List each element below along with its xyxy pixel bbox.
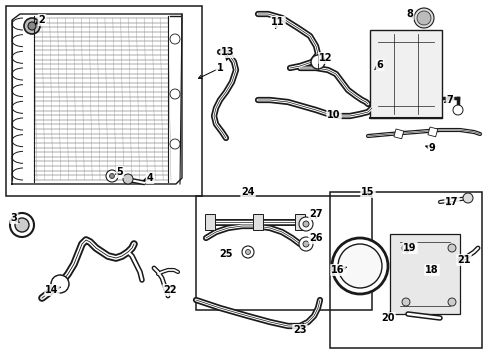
Text: 5: 5 [116,167,123,177]
Circle shape [24,18,40,34]
Circle shape [401,298,409,306]
Circle shape [28,22,36,30]
Text: 1: 1 [216,63,223,73]
Circle shape [123,174,133,184]
Circle shape [10,213,34,237]
Circle shape [245,249,250,255]
Text: 10: 10 [326,110,340,120]
Circle shape [170,139,180,149]
Bar [196,196,371,310]
Circle shape [15,218,29,232]
Text: 23: 23 [293,325,306,335]
Circle shape [303,221,308,227]
Circle shape [447,244,455,252]
Text: 4: 4 [146,173,153,183]
Circle shape [109,174,114,179]
Text: 12: 12 [319,53,332,63]
Bar [427,127,437,137]
Circle shape [401,244,409,252]
Circle shape [452,105,462,115]
Circle shape [447,298,455,306]
Bar [204,214,215,230]
Text: 24: 24 [241,187,254,197]
Text: 20: 20 [381,313,394,323]
Text: 3: 3 [11,213,18,223]
Circle shape [51,275,69,293]
Text: 21: 21 [456,255,470,265]
Bar [252,214,263,230]
Text: 14: 14 [45,285,59,295]
Circle shape [337,244,381,288]
Circle shape [170,34,180,44]
Text: 16: 16 [330,265,344,275]
Bar [393,129,403,139]
Bar [329,192,481,348]
Text: 9: 9 [428,143,434,153]
Text: 18: 18 [425,265,438,275]
Circle shape [298,217,312,231]
Circle shape [413,8,433,28]
Circle shape [298,237,312,251]
Text: 13: 13 [221,47,234,57]
Circle shape [303,241,308,247]
Text: 17: 17 [445,197,458,207]
Bar [6,6,202,196]
Bar [389,234,459,314]
Circle shape [106,170,118,182]
Circle shape [462,193,472,203]
Circle shape [331,238,387,294]
Circle shape [416,11,430,25]
Text: 19: 19 [403,243,416,253]
Text: 27: 27 [308,209,322,219]
Text: 7: 7 [446,95,452,105]
Circle shape [242,246,253,258]
Circle shape [170,89,180,99]
Text: 2: 2 [39,15,45,25]
Text: 6: 6 [376,60,383,70]
Bar [369,30,441,118]
Text: 26: 26 [308,233,322,243]
Text: 15: 15 [361,187,374,197]
Text: 25: 25 [219,249,232,259]
Text: 11: 11 [271,17,284,27]
Text: 8: 8 [406,9,412,19]
Circle shape [310,55,325,69]
Text: 22: 22 [163,285,176,295]
Bar [294,214,305,230]
